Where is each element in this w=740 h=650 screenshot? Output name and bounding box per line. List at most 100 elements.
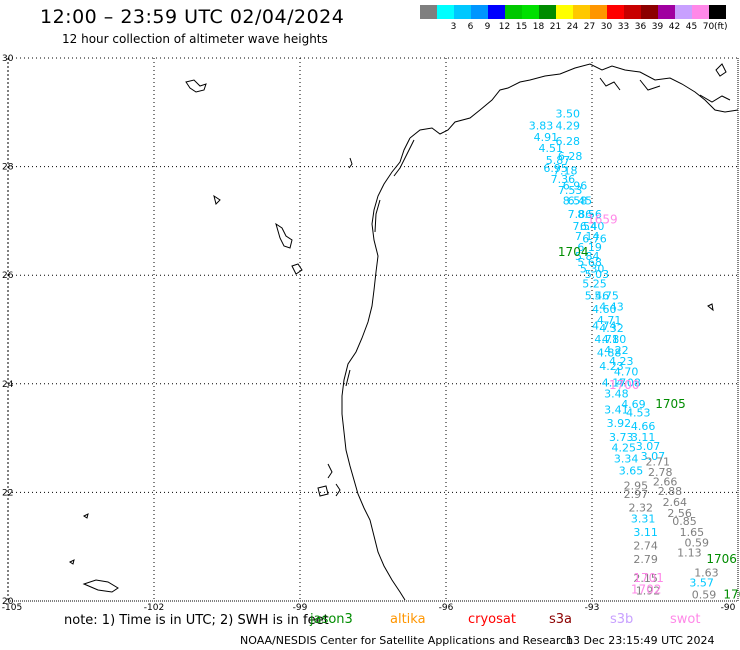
wave-height-value: 6.95 — [543, 162, 568, 175]
wave-height-value: 3.48 — [604, 387, 629, 400]
color-scale-swatch — [454, 5, 471, 19]
page-subtitle: 12 hour collection of altimeter wave hei… — [62, 32, 328, 46]
color-scale-swatch — [709, 5, 726, 19]
wave-height-value: 7.18 — [553, 165, 578, 178]
color-scale-swatch — [522, 5, 539, 19]
wave-height-value: 3.50 — [556, 108, 581, 121]
satellite-legend-cryosat: cryosat — [468, 612, 516, 627]
wave-height-value: 3.83 — [529, 120, 554, 133]
pass-time-label: 1705 — [655, 397, 686, 411]
wave-height-value: 4.69 — [621, 398, 646, 411]
satellite-legend-swot: swot — [670, 612, 701, 627]
lat-tick-label: 22 — [2, 488, 13, 498]
wave-height-value: 6.76 — [582, 233, 607, 246]
satellite-legend-jason3: jason3 — [310, 612, 353, 627]
wave-height-value: 2.97 — [624, 488, 649, 501]
wave-height-value: 6.45 — [568, 195, 593, 208]
wave-height-value: 5.68 — [577, 256, 602, 269]
wave-height-value: 5.84 — [575, 250, 600, 263]
wave-height-value: 3.41 — [604, 404, 629, 417]
wave-height-value: 4.91 — [534, 131, 559, 144]
satellite-legend-s3b: s3b — [610, 612, 634, 627]
color-scale-label: 33 — [617, 22, 630, 32]
wave-height-value: 2.95 — [624, 480, 649, 493]
wave-height-value: 6.96 — [563, 179, 588, 192]
wave-height-value: 4.60 — [592, 303, 617, 316]
wave-height-value: 8.56 — [577, 208, 602, 221]
lat-tick-label: 30 — [2, 54, 14, 64]
map-frame — [7, 57, 739, 602]
wave-height-value: 2.32 — [629, 501, 654, 514]
wave-height-value: 5.46 — [585, 290, 610, 303]
pass-time-label: 1707 — [723, 587, 740, 601]
wave-height-value: 2.15 — [633, 572, 658, 585]
wave-height-value: 7.54 — [573, 220, 598, 233]
wave-height-value: 5.30 — [580, 262, 605, 275]
wave-height-value: 2.74 — [633, 539, 658, 552]
page-title: 12:00 – 23:59 UTC 02/04/2024 — [40, 6, 345, 28]
wave-height-value: 2.88 — [658, 485, 683, 498]
color-scale-label: 6 — [467, 22, 474, 32]
color-scale-swatch — [420, 5, 437, 19]
wave-height-value: 3.11 — [633, 526, 658, 539]
lon-tick-label: -93 — [585, 603, 600, 613]
pass-time-label: 1704 — [558, 245, 589, 259]
lon-tick-label: -99 — [293, 603, 308, 613]
wave-height-value: 1.13 — [677, 546, 702, 559]
wave-height-value: 5.87 — [546, 154, 571, 167]
footer-note: note: 1) Time is in UTC; 2) SWH is in fe… — [64, 613, 329, 628]
lon-tick-label: -105 — [2, 603, 22, 613]
wave-height-value: 5.25 — [582, 278, 607, 291]
color-scale-label: 45 — [685, 22, 698, 32]
color-scale-label: 42 — [668, 22, 681, 32]
wave-height-value: 4.80 — [602, 333, 627, 346]
wave-height-labels: 3.503.83 4.294.916.284.516.285.876.957.18… — [529, 108, 719, 602]
wave-height-value: 4.17 — [602, 377, 627, 390]
wave-height-value: 6.40 — [580, 220, 605, 233]
wave-height-value: 4.43 — [599, 300, 624, 313]
color-scale-label: 3 — [450, 22, 457, 32]
color-scale-swatch — [641, 5, 658, 19]
satellite-legend-s3a: s3a — [549, 612, 573, 627]
lon-tick-label: -90 — [721, 603, 736, 613]
color-scale-label: 21 — [549, 22, 562, 32]
wave-height-value: 3.34 — [614, 453, 639, 466]
lat-tick-label: 26 — [2, 271, 14, 281]
wave-height-value: 8.58 — [563, 195, 588, 208]
wave-height-value: 7.86 — [568, 208, 593, 221]
wave-height-value: 6.19 — [577, 241, 602, 254]
pass-time-label: 1700 — [609, 378, 640, 392]
wave-height-value: 3.07 — [636, 440, 661, 453]
color-scale-label: 12 — [498, 22, 511, 32]
color-scale-label: 36 — [634, 22, 647, 32]
wave-height-value: 0.59 — [692, 588, 717, 601]
lat-tick-label: 28 — [2, 163, 14, 173]
credit-line: NOAA/NESDIS Center for Satellite Applica… — [240, 634, 574, 647]
color-scale-swatch — [573, 5, 590, 19]
pass-time-label: 1702 — [631, 582, 662, 596]
color-scale-swatch — [658, 5, 675, 19]
color-scale-label: 39 — [651, 22, 664, 32]
color-scale-swatch — [556, 5, 573, 19]
wave-height-value: 4.88 — [597, 347, 622, 360]
wave-height-value: 6.28 — [558, 150, 583, 163]
wave-height-value: 4.23 — [609, 355, 634, 368]
wave-height-value: 2.64 — [663, 496, 688, 509]
color-scale-label: 24 — [566, 22, 579, 32]
wave-height-value: 4.29 — [556, 120, 581, 133]
wave-height-value: 3.07 — [641, 450, 666, 463]
wave-height-value: 1.92 — [636, 584, 661, 597]
color-scale-swatch — [539, 5, 556, 19]
color-scale-label: 70 — [702, 22, 715, 32]
wave-height-value: 3.65 — [619, 464, 644, 477]
color-scale-unit: (ft) — [714, 22, 728, 32]
pass-time-label: 1701 — [633, 571, 664, 585]
wave-height-value: 3.57 — [689, 576, 714, 589]
color-scale-label: 18 — [532, 22, 545, 32]
color-scale-label: 15 — [515, 22, 528, 32]
wave-height-value: 2.78 — [648, 466, 673, 479]
color-scale-swatch — [505, 5, 522, 19]
color-scale-swatch — [488, 5, 505, 19]
graticule: -105 -102 -99 -96 -93 -90 30 28 26 24 22 20 — [2, 54, 739, 613]
